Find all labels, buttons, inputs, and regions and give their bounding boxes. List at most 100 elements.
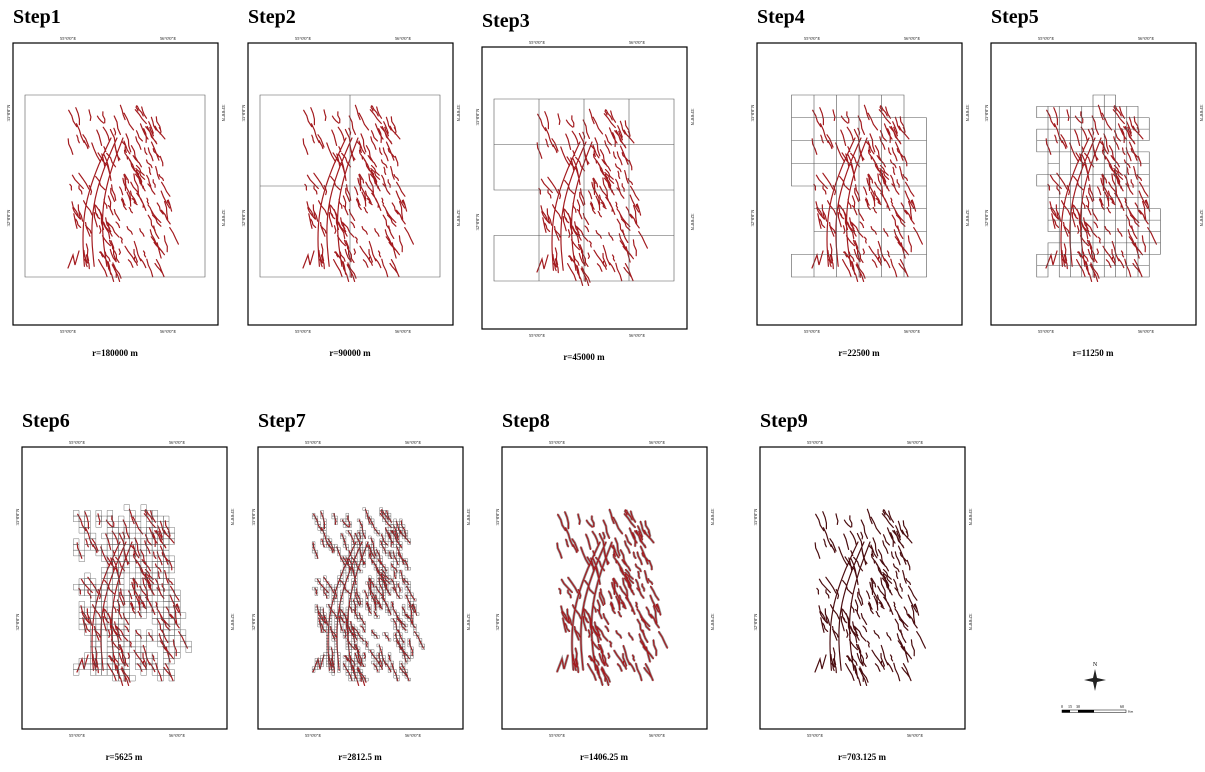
scale-label: 30 xyxy=(1076,704,1080,709)
lat-label: 33°0'0"N xyxy=(984,104,989,121)
lat-label: 32°0'0"N xyxy=(968,614,973,631)
lon-label: 56°0'0"E xyxy=(904,36,920,41)
lat-label: 32°0'0"N xyxy=(221,210,226,227)
lon-label: 55°0'0"E xyxy=(1038,36,1054,41)
lon-label: 56°0'0"E xyxy=(395,36,411,41)
panel-title: Step6 xyxy=(22,410,70,432)
panel-caption: r=11250 m xyxy=(1073,348,1114,358)
lat-label: 32°0'0"N xyxy=(1199,210,1204,227)
lon-label: 55°0'0"E xyxy=(295,36,311,41)
panel-caption: r=5625 m xyxy=(106,752,143,762)
lon-label: 55°0'0"E xyxy=(60,329,76,334)
scale-label: 0 xyxy=(1061,704,1063,709)
faults xyxy=(814,508,926,686)
lat-label: 32°0'0"N xyxy=(495,613,500,630)
scale-unit: Km xyxy=(1128,710,1134,714)
panel-title: Step5 xyxy=(991,6,1039,28)
lon-label: 56°0'0"E xyxy=(405,733,421,738)
lon-label: 56°0'0"E xyxy=(904,329,920,334)
lat-label: 32°0'0"N xyxy=(475,213,480,230)
lon-label: 56°0'0"E xyxy=(160,36,176,41)
box-grid xyxy=(1036,94,1161,278)
lat-label: 33°0'0"N xyxy=(456,105,461,122)
lat-label: 32°0'0"N xyxy=(456,210,461,227)
lat-label: 32°0'0"N xyxy=(710,614,715,631)
lon-label: 56°0'0"E xyxy=(649,733,665,738)
map-frame xyxy=(257,446,464,730)
panel-title: Step9 xyxy=(760,410,808,432)
lat-label: 33°0'0"N xyxy=(251,508,256,525)
map-panel: Step8 r=1406.25 m 55°0'0"E 55°0'0"E 56°0'0"E… xyxy=(495,410,715,762)
lon-label: 55°0'0"E xyxy=(69,733,85,738)
lon-label: 56°0'0"E xyxy=(1138,36,1154,41)
box-grid xyxy=(311,507,425,682)
lat-label: 32°0'0"N xyxy=(690,214,695,231)
lat-label: 33°0'0"N xyxy=(466,509,471,526)
lon-label: 56°0'0"E xyxy=(405,440,421,445)
box-grid xyxy=(791,94,927,278)
box-grid xyxy=(493,98,675,282)
lon-label: 55°0'0"E xyxy=(804,36,820,41)
map-frame xyxy=(756,42,963,326)
lat-label: 32°0'0"N xyxy=(15,613,20,630)
scale-label: 15 xyxy=(1068,704,1072,709)
lat-label: 33°0'0"N xyxy=(241,104,246,121)
lon-label: 56°0'0"E xyxy=(629,40,645,45)
lon-label: 56°0'0"E xyxy=(1138,329,1154,334)
north-arrow: N xyxy=(1084,662,1106,691)
lon-label: 55°0'0"E xyxy=(295,329,311,334)
faults xyxy=(302,104,414,282)
lon-label: 55°0'0"E xyxy=(807,733,823,738)
lon-label: 55°0'0"E xyxy=(529,40,545,45)
panel-caption: r=90000 m xyxy=(329,348,371,358)
lon-label: 55°0'0"E xyxy=(305,733,321,738)
scale-bar: 0 15 30 60 Km xyxy=(1061,704,1134,714)
map-panel: Step2 r=90000 m 55°0'0"E 55°0'0"E 56°0'0"E 56… xyxy=(241,6,461,358)
map-panel: Step1 r=180000 m 55°0'0"E 55°0'0"E 56°0'0"E 5… xyxy=(6,6,226,358)
lat-label: 33°0'0"N xyxy=(15,508,20,525)
box-grid xyxy=(73,504,192,682)
faults xyxy=(67,104,179,282)
lat-label: 33°0'0"N xyxy=(221,105,226,122)
lon-label: 55°0'0"E xyxy=(807,440,823,445)
lat-label: 32°0'0"N xyxy=(965,210,970,227)
lat-label: 32°0'0"N xyxy=(466,614,471,631)
panel-caption: r=1406.25 m xyxy=(580,752,629,762)
lon-label: 56°0'0"E xyxy=(169,733,185,738)
panel-title: Step4 xyxy=(757,6,805,28)
box-grid xyxy=(259,94,441,278)
lat-label: 33°0'0"N xyxy=(753,508,758,525)
faults xyxy=(536,108,648,286)
faults xyxy=(312,508,424,686)
lat-label: 33°0'0"N xyxy=(475,108,480,125)
lat-label: 32°0'0"N xyxy=(241,209,246,226)
lat-label: 33°0'0"N xyxy=(230,509,235,526)
map-frame xyxy=(12,42,219,326)
lon-label: 56°0'0"E xyxy=(160,329,176,334)
lon-label: 55°0'0"E xyxy=(549,440,565,445)
lon-label: 56°0'0"E xyxy=(649,440,665,445)
lon-label: 55°0'0"E xyxy=(529,333,545,338)
faults xyxy=(1045,104,1157,282)
panel-title: Step7 xyxy=(258,410,306,432)
panel-caption: r=180000 m xyxy=(92,348,138,358)
map-panel: Step4 r=22500 m 55°0'0"E 55°0'0"E 56°0'0"E 56… xyxy=(750,6,970,358)
lat-label: 33°0'0"N xyxy=(690,109,695,126)
lon-label: 55°0'0"E xyxy=(1038,329,1054,334)
panel-title: Step1 xyxy=(13,6,61,28)
map-panel: Step5 r=11250 m 55°0'0"E 55°0'0"E 56°0'0"E 56… xyxy=(984,6,1204,358)
map-frame xyxy=(501,446,708,730)
lat-label: 32°0'0"N xyxy=(230,614,235,631)
faults xyxy=(76,508,188,686)
lon-label: 56°0'0"E xyxy=(907,733,923,738)
faults xyxy=(811,104,923,282)
lon-label: 56°0'0"E xyxy=(907,440,923,445)
lon-label: 56°0'0"E xyxy=(629,333,645,338)
bar xyxy=(1062,710,1070,713)
lat-label: 32°0'0"N xyxy=(984,209,989,226)
lat-label: 32°0'0"N xyxy=(6,209,11,226)
faults xyxy=(556,508,668,686)
box-grid xyxy=(24,94,206,278)
lon-label: 56°0'0"E xyxy=(395,329,411,334)
